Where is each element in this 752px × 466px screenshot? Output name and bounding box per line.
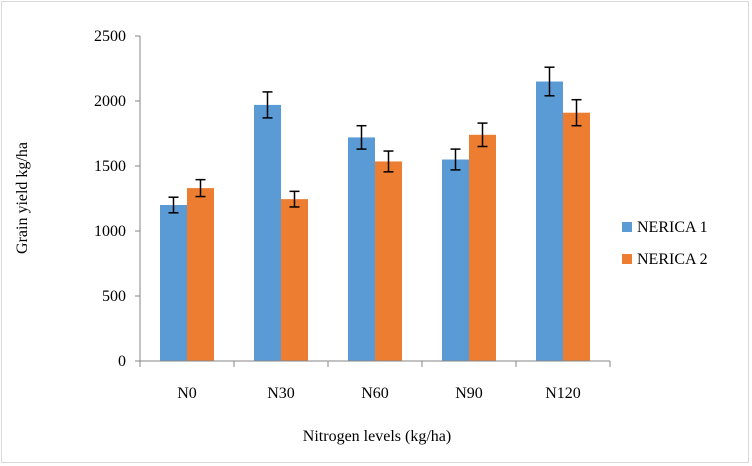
legend-item: NERICA 1 (622, 219, 708, 236)
bar-nerica-1-n30 (254, 104, 281, 362)
bar-nerica-2-n120 (563, 112, 590, 361)
bar-nerica-2-n90 (469, 134, 496, 361)
error-bars (168, 66, 582, 214)
x-axis-ticks: N0 N30 N60 N90 N120 (177, 385, 581, 402)
y-tick-label: 2500 (94, 28, 126, 45)
bar-nerica-2-n60 (375, 161, 402, 361)
error-bar (168, 196, 179, 214)
x-tick-label: N0 (177, 385, 197, 402)
error-bar (262, 91, 273, 119)
legend-label: NERICA 1 (637, 219, 708, 236)
error-bar (571, 98, 582, 127)
x-tick-label: N60 (361, 385, 389, 402)
x-tick-label: N120 (545, 385, 581, 402)
bar-nerica-1-n0 (160, 205, 187, 361)
x-axis (139, 360, 611, 367)
y-axis-title: Grain yield kg/ha (14, 142, 31, 254)
y-tick-label: 2000 (94, 93, 126, 110)
y-axis-ticks: 0 500 1000 1500 2000 2500 (94, 28, 141, 370)
bar-nerica-1-n120 (536, 81, 563, 361)
error-bar (544, 66, 555, 97)
x-tick-label: N30 (267, 385, 295, 402)
bar-nerica-2-n0 (187, 188, 214, 361)
y-tick-label: 0 (118, 353, 126, 370)
legend-swatch (622, 254, 632, 264)
bar-nerica-1-n60 (348, 137, 375, 361)
y-tick-label: 500 (102, 288, 126, 305)
x-axis-title: Nitrogen levels (kg/ha) (303, 428, 451, 445)
bar-nerica-2-n30 (281, 199, 308, 361)
legend-swatch (622, 222, 632, 232)
legend: NERICA 1 NERICA 2 (622, 219, 708, 268)
y-tick-label: 1000 (94, 223, 126, 240)
legend-item: NERICA 2 (622, 251, 708, 268)
error-bar (289, 190, 300, 208)
x-tick-label: N90 (455, 385, 483, 402)
bars (160, 81, 590, 362)
bar-nerica-1-n90 (442, 159, 469, 361)
y-tick-label: 1500 (94, 158, 126, 175)
legend-label: NERICA 2 (637, 251, 708, 268)
error-bar (356, 124, 367, 150)
error-bar (477, 122, 488, 148)
error-bar (195, 178, 206, 198)
error-bar (450, 148, 461, 171)
error-bar (383, 150, 394, 173)
